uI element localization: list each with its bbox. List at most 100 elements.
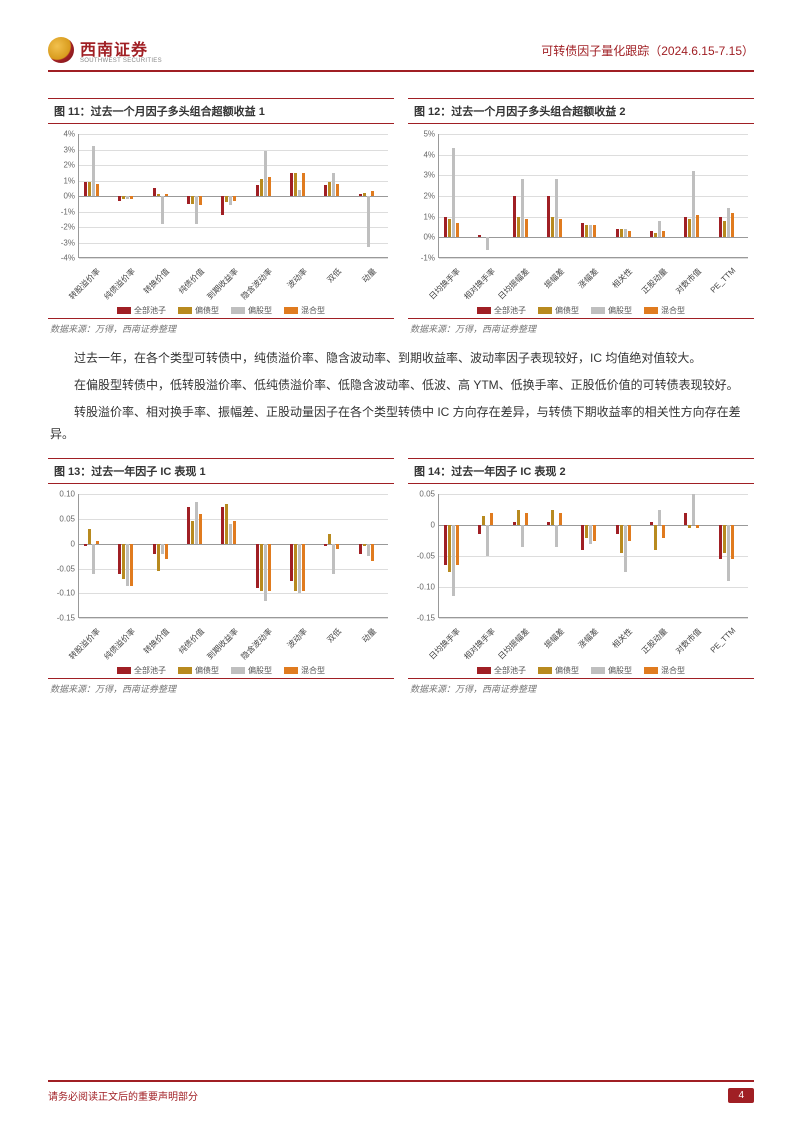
chart-bar — [589, 525, 592, 544]
chart-bar — [290, 544, 293, 581]
chart-bar — [696, 525, 699, 528]
chart-bar — [294, 544, 297, 591]
legend-swatch — [644, 667, 658, 674]
legend-item: 混合型 — [284, 665, 325, 676]
legend-swatch — [477, 307, 491, 314]
y-tick-label: 4% — [51, 130, 75, 139]
x-tick-label: 振幅差 — [542, 266, 567, 291]
chart-bar — [264, 544, 267, 601]
chart-legend: 全部池子偏债型偏股型混合型 — [408, 665, 754, 676]
x-tick-label: PE_TTM — [708, 266, 737, 295]
chart-bar — [195, 502, 198, 544]
chart-bar — [126, 196, 129, 199]
y-tick-label: -0.10 — [411, 583, 435, 592]
y-tick-label: 0% — [51, 192, 75, 201]
report-title: 可转债因子量化跟踪（2024.6.15-7.15） — [541, 42, 754, 59]
legend-item: 全部池子 — [117, 305, 166, 316]
chart-bar — [723, 221, 726, 238]
chart-bar — [525, 219, 528, 238]
chart-bar — [616, 525, 619, 534]
chart-bar — [268, 544, 271, 591]
chart-bar — [187, 507, 190, 544]
chart-bar — [581, 223, 584, 237]
legend-label: 偏股型 — [248, 665, 272, 676]
chart-13-title: 图 13：过去一年因子 IC 表现 1 — [48, 458, 394, 484]
legend-label: 混合型 — [301, 305, 325, 316]
legend-item: 偏股型 — [591, 665, 632, 676]
chart-14-title: 图 14：过去一年因子 IC 表现 2 — [408, 458, 754, 484]
legend-swatch — [538, 667, 552, 674]
chart-bar — [723, 525, 726, 553]
brand-name-cn: 西南证券 — [80, 36, 162, 60]
legend-item: 偏股型 — [591, 305, 632, 316]
chart-12-body: -1%0%1%2%3%4%5%日均换手率相对换手率日均振幅差振幅差涨幅差相关性正… — [408, 128, 754, 318]
legend-label: 偏股型 — [248, 305, 272, 316]
chart-bar — [692, 171, 695, 237]
x-tick-label: 转换价值 — [141, 626, 171, 656]
legend-label: 偏股型 — [608, 305, 632, 316]
chart-bar — [363, 544, 366, 546]
x-tick-label: 纯债溢价率 — [101, 266, 137, 302]
chart-bar — [719, 525, 722, 559]
chart-bar — [324, 544, 327, 546]
logo-icon — [48, 37, 74, 63]
legend-item: 全部池子 — [477, 305, 526, 316]
chart-bar — [513, 196, 516, 237]
legend-item: 偏债型 — [538, 305, 579, 316]
y-tick-label: -4% — [51, 254, 75, 263]
chart-13-block: 图 13：过去一年因子 IC 表现 1 -0.15-0.10-0.0500.05… — [48, 458, 394, 695]
chart-plot-area: -1%0%1%2%3%4%5% — [438, 134, 748, 258]
chart-bar — [122, 544, 125, 579]
legend-swatch — [117, 667, 131, 674]
x-tick-label: 日均换手率 — [427, 266, 463, 302]
legend-label: 偏债型 — [555, 665, 579, 676]
x-tick-label: 到期收益率 — [205, 626, 241, 662]
chart-bar — [165, 194, 168, 196]
chart-bar — [521, 179, 524, 237]
chart-bar — [551, 217, 554, 238]
chart-bar — [367, 544, 370, 556]
chart-bar — [328, 182, 331, 196]
chart-bar — [165, 544, 168, 559]
legend-item: 混合型 — [644, 305, 685, 316]
chart-bar — [620, 229, 623, 237]
chart-bar — [153, 188, 156, 196]
chart-bar — [452, 525, 455, 596]
chart-bar — [336, 544, 339, 549]
legend-swatch — [284, 667, 298, 674]
y-tick-label: 0.05 — [51, 514, 75, 523]
y-tick-label: -0.15 — [411, 614, 435, 623]
chart-bar — [585, 225, 588, 237]
x-tick-label: 相对换手率 — [461, 626, 497, 662]
legend-item: 偏股型 — [231, 665, 272, 676]
chart-bar — [130, 544, 133, 586]
chart-bar — [525, 513, 528, 525]
chart-bar — [130, 196, 133, 199]
chart-bar — [221, 507, 224, 544]
legend-item: 混合型 — [644, 665, 685, 676]
chart-bar — [225, 196, 228, 202]
legend-swatch — [178, 307, 192, 314]
chart-bar — [84, 182, 87, 196]
y-tick-label: -2% — [51, 223, 75, 232]
chart-11-title: 图 11：过去一个月因子多头组合超额收益 1 — [48, 98, 394, 124]
chart-bar — [84, 544, 87, 546]
chart-bar — [294, 173, 297, 196]
chart-bar — [122, 196, 125, 199]
y-tick-label: -0.15 — [51, 614, 75, 623]
chart-bar — [371, 191, 374, 196]
x-tick-label: 涨幅差 — [576, 626, 601, 651]
chart-bar — [654, 525, 657, 550]
chart-bar — [157, 544, 160, 571]
chart-bar — [264, 151, 267, 196]
chart-bar — [92, 544, 95, 574]
legend-label: 偏股型 — [608, 665, 632, 676]
x-tick-label: 日均振幅差 — [496, 626, 532, 662]
chart-bar — [157, 194, 160, 196]
chart-bar — [233, 196, 236, 201]
chart-bar — [521, 525, 524, 547]
x-tick-label: 动量 — [359, 266, 378, 285]
chart-bar — [199, 196, 202, 205]
chart-bar — [96, 184, 99, 196]
legend-label: 混合型 — [661, 305, 685, 316]
